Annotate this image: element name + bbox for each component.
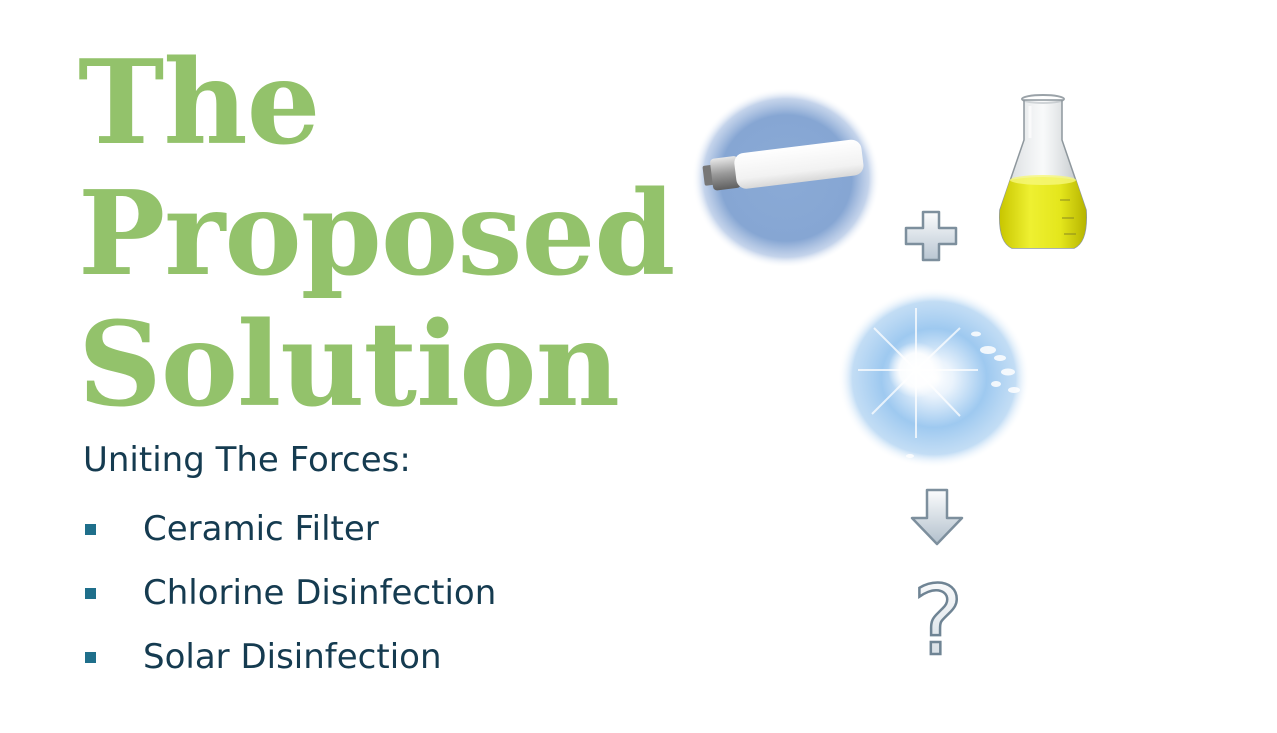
title-line-2: Proposed <box>78 166 675 302</box>
title-line-3: Solution <box>78 297 620 433</box>
bullet-text: Ceramic Filter <box>143 509 379 549</box>
question-mark-text: ? <box>913 572 964 664</box>
list-item: Chlorine Disinfection <box>83 568 496 632</box>
bullet-square-icon <box>85 652 96 663</box>
arrow-down-icon <box>910 488 964 546</box>
subtitle: Uniting The Forces: <box>83 440 411 480</box>
plus-icon <box>904 210 958 262</box>
list-item: Solar Disinfection <box>83 632 496 696</box>
flask-icon <box>999 94 1087 249</box>
bullet-list: Ceramic Filter Chlorine Disinfection Sol… <box>83 504 496 696</box>
title-line-1: The <box>78 35 320 171</box>
bullet-square-icon <box>85 588 96 599</box>
bullet-text: Chlorine Disinfection <box>143 573 497 613</box>
question-mark-icon: ? <box>911 572 964 664</box>
sun-icon <box>838 288 1030 468</box>
bullet-text: Solar Disinfection <box>143 637 442 677</box>
slide-title: The Proposed Solution <box>78 35 675 433</box>
ceramic-filter-icon <box>692 88 880 266</box>
list-item: Ceramic Filter <box>83 504 496 568</box>
bullet-square-icon <box>85 524 96 535</box>
